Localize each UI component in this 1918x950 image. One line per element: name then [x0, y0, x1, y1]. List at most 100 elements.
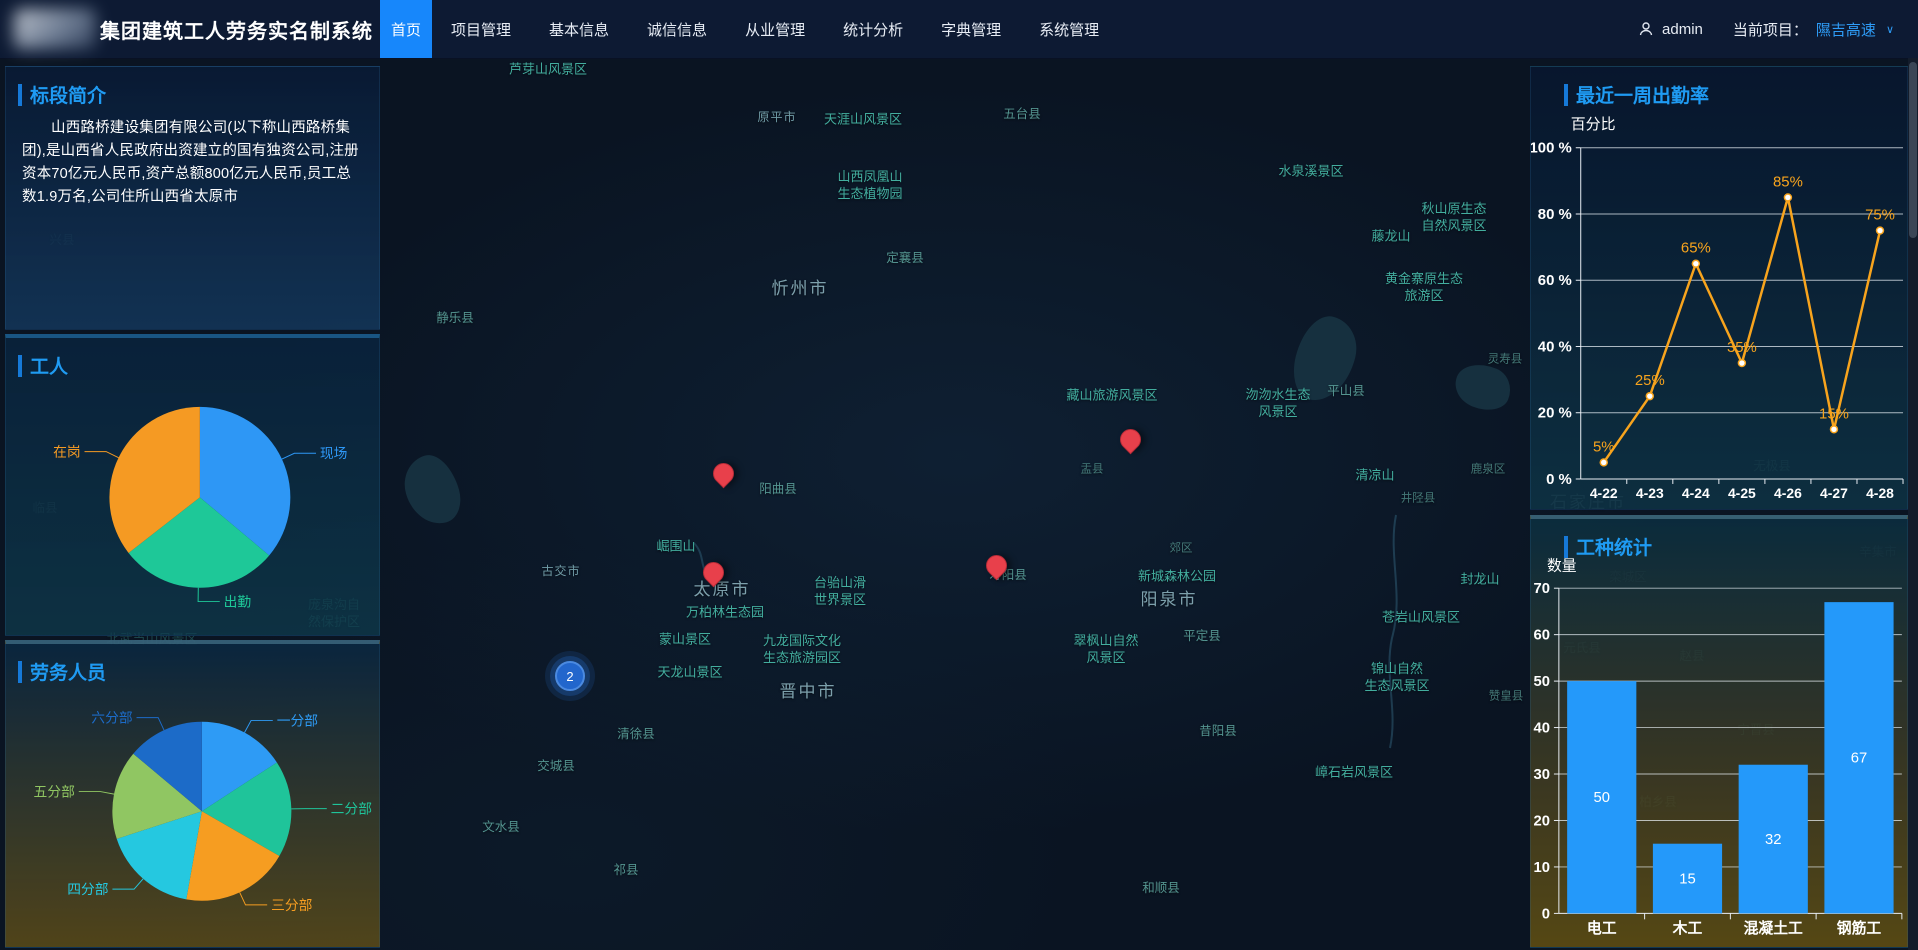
svg-text:4-27: 4-27 [1820, 485, 1848, 501]
svg-text:百分比: 百分比 [1571, 116, 1616, 133]
panel-title-attendance: 最近一周出勤率 [1564, 81, 1709, 108]
nav-item-2[interactable]: 项目管理 [451, 21, 512, 39]
map-label: 水泉溪景区 [1278, 163, 1344, 179]
project-select[interactable]: 隰吉高速 [1815, 21, 1876, 39]
map-label: 郊区 [1169, 542, 1193, 555]
intro-body-text: 山西路桥建设集团有限公司(以下称山西路桥集团),是山西省人民政府出资建立的国有独… [22, 120, 359, 205]
svg-text:20 %: 20 % [1538, 405, 1572, 422]
svg-text:出勤: 出勤 [224, 594, 252, 609]
map-label: 沕沕水生态 风景区 [1245, 387, 1311, 419]
map-label: 忻州市 [771, 278, 829, 298]
svg-text:20: 20 [1533, 813, 1549, 829]
panel-title-workers: 工人 [18, 352, 68, 379]
panel-jobs: 工种统计 0 10 20 30 40 50 60 70 50 电工 15 木工 32 混凝土工 67 钢筋工 数… [1530, 515, 1908, 948]
map-label: 藏山旅游风景区 [1066, 387, 1158, 403]
username: admin [1662, 20, 1703, 38]
company-logo [14, 9, 96, 49]
map-label: 昔阳县 [1199, 723, 1237, 738]
map-label: 芦芽山风景区 [508, 61, 588, 77]
map-label: 翠枫山自然 风景区 [1073, 633, 1139, 665]
svg-text:在岗: 在岗 [53, 445, 81, 460]
panel-attendance: 最近一周出勤率 0 % 20 % 40 % 60 % 80 % 100 % 4-22 4-23… [1530, 66, 1908, 510]
map-label: 黄金寨原生态 旅游区 [1384, 271, 1464, 303]
map-label: 九龙国际文化 生态旅游园区 [762, 633, 842, 665]
map-label: 盂县 [1080, 463, 1104, 476]
map-label: 新城森林公园 [1137, 568, 1217, 584]
svg-text:60: 60 [1533, 628, 1549, 644]
svg-text:25%: 25% [1635, 372, 1665, 389]
map-label: 交城县 [537, 758, 575, 773]
map-label: 古交市 [541, 564, 581, 579]
map-label: 阳曲县 [759, 481, 797, 496]
title-accent-bar [18, 354, 22, 377]
panel-title-labor: 劳务人员 [18, 658, 106, 685]
svg-text:现场: 现场 [320, 446, 348, 461]
nav-item-3[interactable]: 基本信息 [549, 21, 610, 39]
nav-item-5[interactable]: 从业管理 [745, 21, 806, 39]
svg-text:15%: 15% [1819, 405, 1849, 422]
svg-text:二分部: 二分部 [331, 801, 373, 816]
jobs-bar-chart[interactable]: 0 10 20 30 40 50 60 70 50 电工 15 木工 32 混凝土工 67 钢筋工 数量 [1531, 519, 1907, 947]
svg-text:30: 30 [1533, 767, 1549, 783]
svg-text:40: 40 [1533, 721, 1549, 737]
top-navbar: 集团建筑工人劳务实名制系统 首页 项目管理 基本信息 诚信信息 从业管理 统计分析 字典管理… [0, 0, 1918, 59]
svg-text:85%: 85% [1773, 173, 1803, 190]
chevron-down-icon[interactable]: ∨ [1885, 23, 1894, 36]
svg-text:80 %: 80 % [1538, 206, 1572, 223]
svg-text:五分部: 五分部 [34, 784, 76, 799]
nav-item-8[interactable]: 系统管理 [1039, 21, 1100, 39]
svg-text:混凝土工: 混凝土工 [1744, 919, 1803, 937]
svg-text:32: 32 [1765, 832, 1781, 848]
map-label: 锦山自然 生态风景区 [1364, 661, 1430, 693]
nav-item-6[interactable]: 统计分析 [843, 21, 904, 39]
map-label: 太原市 [693, 579, 751, 599]
main-nav: 首页 项目管理 基本信息 诚信信息 从业管理 统计分析 字典管理 系统管理 [380, 0, 1118, 58]
svg-text:60 %: 60 % [1538, 272, 1572, 289]
nav-item-1[interactable]: 首页 [380, 0, 433, 58]
scrollbar-thumb[interactable] [1909, 62, 1917, 238]
nav-item-7[interactable]: 字典管理 [941, 21, 1002, 39]
svg-text:5%: 5% [1593, 438, 1615, 455]
svg-text:0 %: 0 % [1546, 471, 1572, 488]
map-label: 藤龙山 [1371, 228, 1411, 244]
map-cluster-marker[interactable]: 2 [555, 661, 585, 691]
title-accent-bar [1564, 535, 1568, 558]
svg-text:70: 70 [1533, 581, 1549, 597]
map-label: 清徐县 [617, 726, 655, 741]
map-label: 阳泉市 [1140, 589, 1198, 609]
map-label: 井陉县 [1400, 492, 1436, 505]
svg-text:4-22: 4-22 [1590, 485, 1618, 501]
app-title: 集团建筑工人劳务实名制系统 [100, 20, 373, 43]
svg-text:10: 10 [1533, 860, 1549, 876]
map-label: 天涯山风景区 [823, 111, 903, 127]
svg-text:40 %: 40 % [1538, 338, 1572, 355]
svg-text:4-23: 4-23 [1636, 485, 1664, 501]
page-scrollbar[interactable] [1908, 58, 1918, 950]
title-accent-bar [1564, 83, 1568, 106]
map-label: 万柏林生态园 [685, 604, 765, 620]
attendance-line-chart[interactable]: 0 % 20 % 40 % 60 % 80 % 100 % 4-22 4-23 4-24 4-25… [1531, 67, 1907, 509]
map-label: 静乐县 [436, 310, 474, 325]
title-accent-bar [18, 660, 22, 683]
map-label: 灵寿县 [1487, 353, 1523, 366]
panel-title-jobs: 工种统计 [1564, 533, 1652, 560]
svg-text:67: 67 [1851, 751, 1867, 767]
map-label: 定襄县 [886, 250, 924, 265]
map-label: 清凉山 [1355, 467, 1395, 483]
map-label: 苍岩山风景区 [1381, 609, 1461, 625]
map-label: 祁县 [613, 862, 639, 877]
map-label: 天龙山景区 [657, 664, 723, 680]
nav-item-4[interactable]: 诚信信息 [647, 21, 708, 39]
svg-text:15: 15 [1679, 871, 1695, 887]
svg-text:50: 50 [1594, 790, 1610, 806]
map-label: 和顺县 [1142, 880, 1180, 895]
svg-text:0: 0 [1542, 906, 1550, 922]
svg-text:50: 50 [1533, 674, 1549, 690]
panel-labor: 劳务人员 一分部 二分部 三分部 四分部 五分部 六分部 [5, 640, 380, 948]
map-label: 封龙山 [1460, 571, 1500, 587]
svg-text:4-28: 4-28 [1866, 485, 1894, 501]
map-label: 山西凤凰山 生态植物园 [837, 169, 903, 201]
map-label: 平定县 [1183, 628, 1221, 643]
